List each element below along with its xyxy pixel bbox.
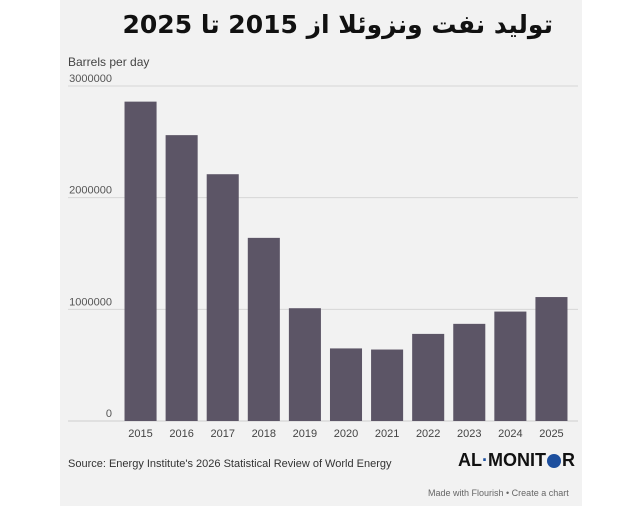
source-note: Source: Energy Institute's 2026 Statisti… xyxy=(68,458,392,470)
bar-2016[interactable] xyxy=(165,135,198,421)
al-monitor-logo: AL · MONIT R xyxy=(458,450,575,470)
y-axis-label: Barrels per day xyxy=(68,55,149,69)
x-tick-label: 2021 xyxy=(375,428,399,440)
y-tick-label: 3000000 xyxy=(69,73,112,85)
flourish-credit[interactable]: Made with Flourish • Create a chart xyxy=(428,488,569,498)
x-tick-label: 2016 xyxy=(169,428,193,440)
x-tick-label: 2025 xyxy=(539,428,563,440)
bar-2021[interactable] xyxy=(371,349,404,421)
logo-text-r: R xyxy=(562,450,575,470)
logo-text-monit: MONIT xyxy=(488,450,546,470)
bar-2018[interactable] xyxy=(247,237,280,421)
x-tick-label: 2019 xyxy=(293,428,317,440)
x-tick-label: 2017 xyxy=(210,428,234,440)
bar-2024[interactable] xyxy=(494,311,527,421)
bar-2025[interactable] xyxy=(535,297,568,421)
bar-2020[interactable] xyxy=(329,348,363,421)
x-tick-label: 2024 xyxy=(498,428,522,440)
x-tick-label: 2020 xyxy=(334,428,358,440)
bar-2023[interactable] xyxy=(453,323,486,421)
x-tick-label: 2018 xyxy=(252,428,276,440)
axis-labels: 0 1000000 2000000 3000000 2015 2016 2017 2018 20… xyxy=(69,73,564,440)
x-tick-label: 2022 xyxy=(416,428,440,440)
chart-title: تولید نفت ونزوئلا از 2015 تا 2025 xyxy=(122,10,553,39)
y-tick-label: 0 xyxy=(106,408,112,420)
x-tick-label: 2023 xyxy=(457,428,481,440)
y-tick-label: 2000000 xyxy=(69,185,112,197)
globe-icon xyxy=(547,453,561,468)
y-tick-label: 1000000 xyxy=(69,296,112,308)
bar-2022[interactable] xyxy=(412,333,445,421)
bar-2017[interactable] xyxy=(206,174,239,421)
logo-text-al: AL xyxy=(458,450,482,470)
x-tick-label: 2015 xyxy=(128,428,152,440)
bar-2015[interactable] xyxy=(124,101,157,421)
bars xyxy=(124,101,568,421)
bar-2019[interactable] xyxy=(288,308,321,421)
